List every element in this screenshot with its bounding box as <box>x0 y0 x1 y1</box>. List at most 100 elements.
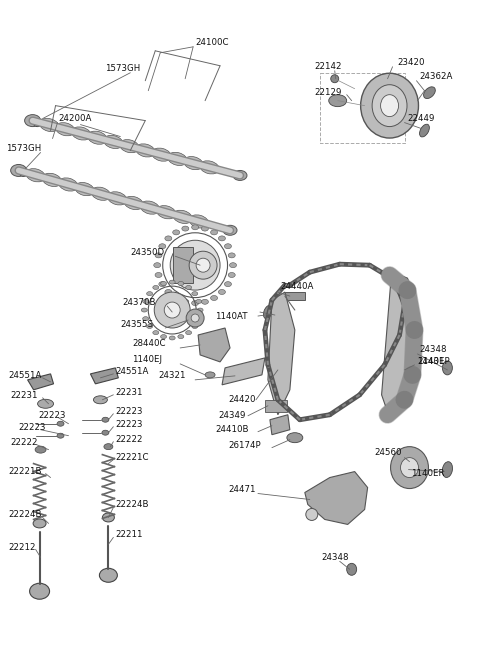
Ellipse shape <box>443 361 452 375</box>
Ellipse shape <box>178 281 184 285</box>
Text: 24100C: 24100C <box>195 38 228 47</box>
Text: 22223: 22223 <box>19 423 46 432</box>
Polygon shape <box>222 358 265 385</box>
Ellipse shape <box>191 314 199 322</box>
Ellipse shape <box>381 94 398 117</box>
Ellipse shape <box>30 583 49 599</box>
Ellipse shape <box>102 430 109 435</box>
Ellipse shape <box>19 169 28 176</box>
Ellipse shape <box>24 115 41 127</box>
Ellipse shape <box>153 285 159 289</box>
Ellipse shape <box>189 215 208 228</box>
Ellipse shape <box>164 302 180 318</box>
Ellipse shape <box>225 281 231 287</box>
Ellipse shape <box>192 325 198 329</box>
Ellipse shape <box>161 335 167 338</box>
Ellipse shape <box>331 75 339 83</box>
Text: 24471: 24471 <box>228 485 255 494</box>
Text: 22223: 22223 <box>115 420 143 429</box>
Ellipse shape <box>26 169 45 182</box>
Ellipse shape <box>182 226 189 231</box>
Text: 22211: 22211 <box>115 530 143 539</box>
Ellipse shape <box>91 187 110 200</box>
Polygon shape <box>90 368 119 384</box>
Polygon shape <box>28 374 54 390</box>
Ellipse shape <box>72 127 91 140</box>
Ellipse shape <box>75 182 94 195</box>
Ellipse shape <box>161 281 167 285</box>
Ellipse shape <box>205 372 215 378</box>
Text: 1140AT: 1140AT <box>215 312 248 321</box>
Ellipse shape <box>104 135 123 148</box>
Polygon shape <box>198 328 230 362</box>
Text: 22223: 22223 <box>115 407 143 417</box>
Polygon shape <box>270 415 290 435</box>
Ellipse shape <box>228 253 235 258</box>
Text: 22222: 22222 <box>115 435 143 444</box>
Ellipse shape <box>159 281 166 287</box>
Text: 24321: 24321 <box>158 371 186 380</box>
Ellipse shape <box>173 295 180 300</box>
Text: 1140EJ: 1140EJ <box>132 356 162 364</box>
Ellipse shape <box>35 446 46 453</box>
Ellipse shape <box>197 308 203 312</box>
Text: 22231: 22231 <box>115 388 143 398</box>
Ellipse shape <box>202 226 208 231</box>
Ellipse shape <box>173 230 180 235</box>
Ellipse shape <box>196 258 210 272</box>
Ellipse shape <box>192 300 199 306</box>
Ellipse shape <box>287 433 303 443</box>
Text: 24350D: 24350D <box>130 248 165 256</box>
Ellipse shape <box>42 173 61 186</box>
Ellipse shape <box>423 87 435 98</box>
Ellipse shape <box>202 299 208 304</box>
Ellipse shape <box>39 119 59 132</box>
Ellipse shape <box>108 192 127 205</box>
Ellipse shape <box>211 295 217 300</box>
Text: 24551A: 24551A <box>9 371 42 380</box>
Ellipse shape <box>186 285 192 289</box>
Ellipse shape <box>400 458 419 478</box>
Polygon shape <box>305 472 368 524</box>
Text: 28440C: 28440C <box>132 339 166 348</box>
Ellipse shape <box>178 335 184 338</box>
Text: 22231: 22231 <box>11 391 38 400</box>
Text: 22224B: 22224B <box>9 510 42 519</box>
Ellipse shape <box>37 400 54 408</box>
Text: 24355S: 24355S <box>120 319 153 329</box>
Text: 23420: 23420 <box>397 58 425 68</box>
Ellipse shape <box>94 396 108 404</box>
Text: 22212: 22212 <box>9 543 36 552</box>
Ellipse shape <box>154 262 161 268</box>
Ellipse shape <box>140 201 159 215</box>
Ellipse shape <box>200 161 219 174</box>
Ellipse shape <box>347 564 357 575</box>
Ellipse shape <box>420 124 430 137</box>
Text: 24431: 24431 <box>418 358 445 367</box>
Ellipse shape <box>186 309 204 327</box>
Ellipse shape <box>104 443 113 449</box>
Ellipse shape <box>141 308 147 312</box>
Ellipse shape <box>168 152 187 165</box>
Polygon shape <box>268 292 295 415</box>
Ellipse shape <box>56 123 75 136</box>
Ellipse shape <box>173 210 192 224</box>
Bar <box>285 292 305 300</box>
Text: 22221C: 22221C <box>115 453 149 462</box>
Ellipse shape <box>170 240 220 290</box>
Text: 24362A: 24362A <box>420 72 453 81</box>
Ellipse shape <box>218 289 226 295</box>
Ellipse shape <box>33 119 42 127</box>
Text: 1573GH: 1573GH <box>106 64 141 73</box>
Ellipse shape <box>233 171 247 180</box>
Text: 24440A: 24440A <box>280 281 313 291</box>
Ellipse shape <box>143 299 149 304</box>
Ellipse shape <box>146 292 153 296</box>
Ellipse shape <box>182 299 189 304</box>
Ellipse shape <box>154 292 190 328</box>
Ellipse shape <box>391 447 429 489</box>
Ellipse shape <box>156 205 176 219</box>
Ellipse shape <box>169 280 175 284</box>
Ellipse shape <box>99 568 117 583</box>
Polygon shape <box>382 272 418 418</box>
